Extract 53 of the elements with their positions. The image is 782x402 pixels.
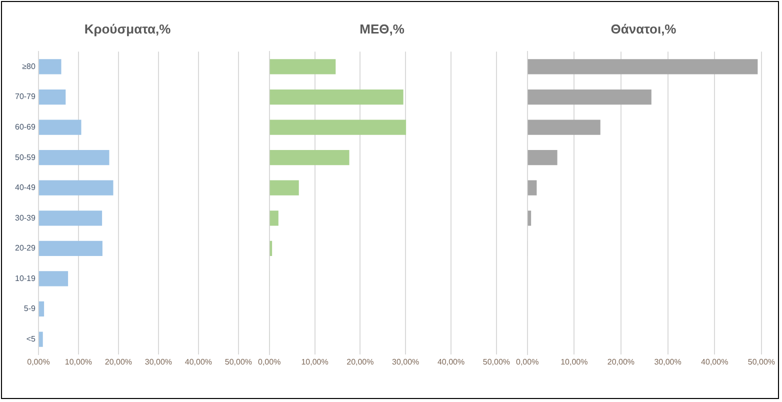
y-tick-label: <5 bbox=[26, 334, 36, 344]
y-tick-label: 20-29 bbox=[14, 244, 36, 253]
x-tick-label: 50,00% bbox=[748, 357, 776, 366]
x-tick-label: 20,00% bbox=[104, 357, 132, 366]
bar bbox=[270, 150, 350, 166]
bar bbox=[528, 59, 758, 74]
bar bbox=[38, 59, 62, 74]
bar bbox=[38, 89, 66, 105]
y-tick-label: 50-59 bbox=[14, 152, 36, 162]
chart-title: ΜΕΘ,% bbox=[360, 21, 405, 36]
y-tick-label: ≥80 bbox=[22, 62, 36, 71]
bar bbox=[270, 120, 406, 135]
x-tick-label: 0,00% bbox=[516, 357, 539, 366]
bar bbox=[38, 210, 102, 226]
bar bbox=[38, 150, 110, 166]
chart-title: Κρούσματα,% bbox=[84, 21, 172, 36]
x-tick-label: 30,00% bbox=[392, 357, 420, 366]
x-tick-label: 20,00% bbox=[607, 357, 635, 366]
x-tick-label: 20,00% bbox=[346, 357, 374, 366]
bar bbox=[528, 210, 532, 226]
x-tick-label: 40,00% bbox=[437, 357, 465, 366]
y-tick-label: 70-79 bbox=[14, 92, 36, 102]
bar bbox=[270, 210, 278, 226]
bar bbox=[38, 301, 44, 317]
x-tick-label: 0,00% bbox=[258, 357, 281, 366]
y-tick-label: 60-69 bbox=[14, 122, 36, 132]
bar bbox=[528, 180, 537, 196]
x-tick-label: 50,00% bbox=[482, 357, 510, 366]
x-tick-label: 10,00% bbox=[301, 357, 328, 366]
bar bbox=[38, 240, 102, 256]
x-tick-label: 0,00% bbox=[27, 357, 50, 366]
y-tick-label: 10-19 bbox=[14, 274, 36, 283]
chart-title: Θάνατοι,% bbox=[610, 21, 677, 36]
bar bbox=[270, 180, 299, 196]
bar bbox=[38, 332, 43, 347]
bar bbox=[270, 89, 404, 105]
y-tick-label: 30-39 bbox=[14, 213, 36, 222]
bar bbox=[528, 89, 652, 105]
x-tick-label: 40,00% bbox=[701, 357, 728, 366]
x-tick-label: 30,00% bbox=[144, 357, 172, 366]
x-tick-label: 50,00% bbox=[224, 357, 252, 366]
y-tick-label: 40-49 bbox=[14, 183, 36, 192]
x-tick-label: 40,00% bbox=[184, 357, 212, 366]
bar bbox=[528, 120, 600, 135]
x-tick-label: 30,00% bbox=[654, 357, 682, 366]
bar bbox=[528, 150, 558, 166]
bar bbox=[38, 120, 82, 135]
bar bbox=[270, 59, 336, 74]
bar bbox=[38, 271, 68, 286]
x-tick-label: 10,00% bbox=[64, 357, 92, 366]
y-tick-label: 5-9 bbox=[24, 304, 36, 314]
x-tick-label: 10,00% bbox=[560, 357, 588, 366]
bar bbox=[38, 180, 114, 196]
